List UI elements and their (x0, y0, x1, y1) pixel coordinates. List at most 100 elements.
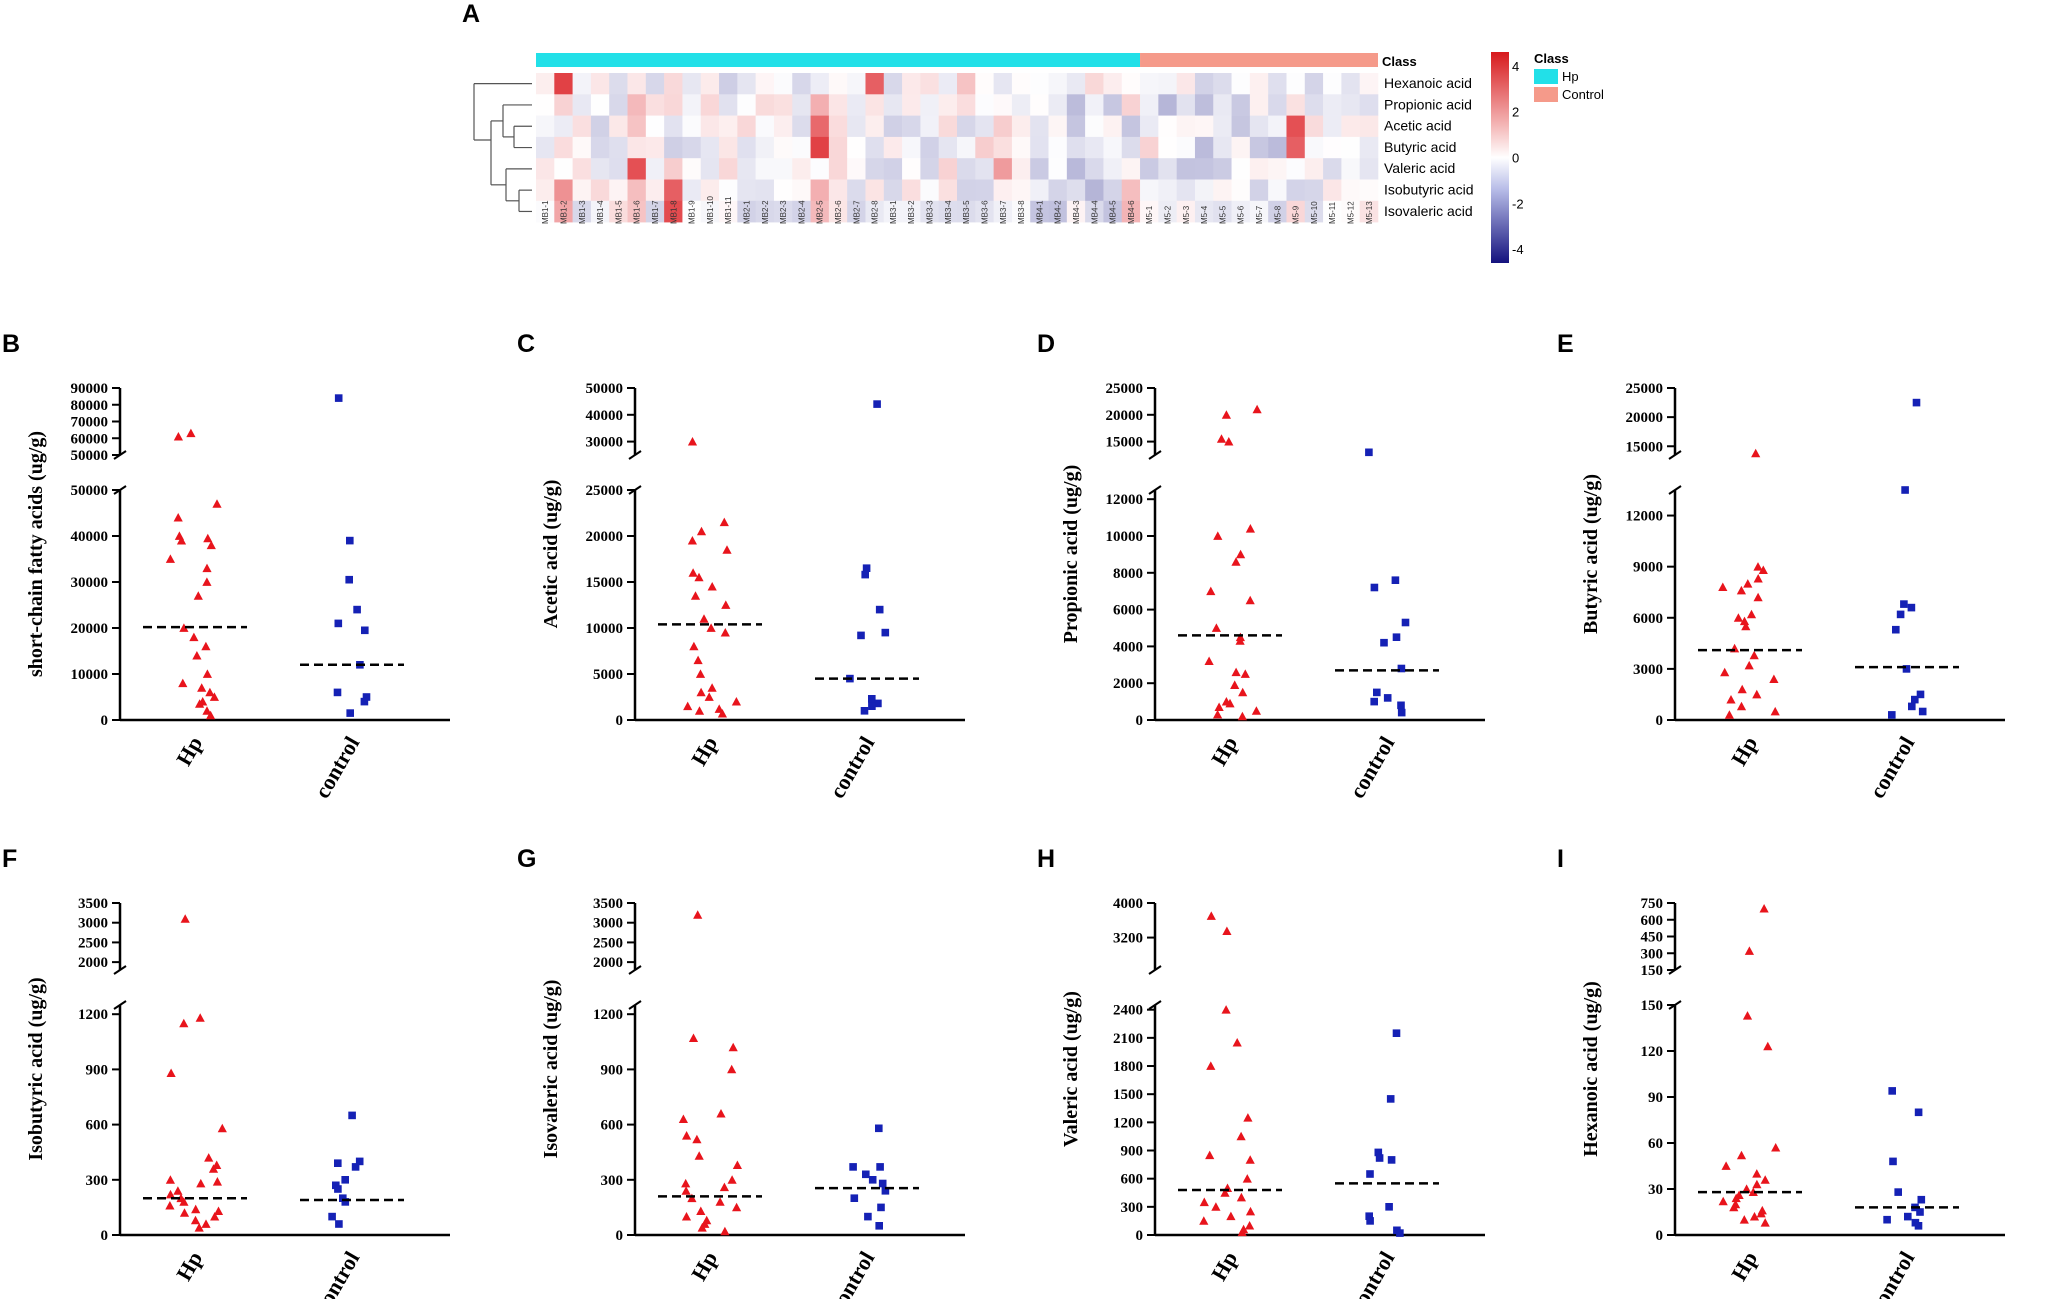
heatmap-sample-label: MB3-5 (962, 200, 971, 224)
control-point (346, 709, 354, 717)
heatmap-cell (645, 136, 665, 159)
heatmap-sample-label: MB3-1 (889, 200, 898, 224)
heatmap-cell (1121, 179, 1141, 202)
heatmap-sample-label: MB1-3 (578, 200, 587, 224)
heatmap-cell (810, 115, 830, 138)
heatmap-cell (847, 94, 866, 116)
heatmap-cell (627, 73, 647, 95)
heatmap-cell (1286, 179, 1306, 202)
heatmap-cell (865, 158, 885, 180)
hp-point (1760, 1218, 1770, 1227)
heatmap-cell (609, 200, 628, 223)
heatmap-cell (1268, 136, 1287, 159)
heatmap-cell (536, 158, 555, 180)
hp-point (1235, 632, 1245, 642)
hp-point (707, 582, 717, 591)
hp-point (1736, 1150, 1747, 1160)
heatmap-cell (1030, 115, 1049, 138)
category-label-hp: Hp (1726, 1247, 1762, 1285)
heatmap-cell (645, 94, 665, 116)
heatmap-cell (1268, 115, 1287, 138)
heatmap-cell (810, 136, 830, 159)
hp-point (728, 1042, 738, 1052)
heatmap-cell (1103, 94, 1123, 116)
y-tick-label: 20000 (586, 529, 624, 545)
y-tick-label: 4000 (1113, 639, 1143, 655)
heatmap-cell (957, 115, 976, 138)
hp-point (202, 669, 212, 678)
heatmap-cell (1030, 73, 1049, 95)
class-bar-hp (536, 53, 1141, 67)
heatmap-cell (847, 136, 866, 159)
heatmap-cell (737, 136, 756, 159)
heatmap-cell (1341, 73, 1360, 95)
axis-break-mark (1668, 450, 1682, 460)
control-point (1385, 1203, 1393, 1211)
control-point (862, 1170, 870, 1179)
heatmap-cell (590, 179, 610, 202)
axis-break-mark (1148, 450, 1162, 460)
heatmap-cell (572, 115, 592, 138)
heatmap-row-label: Acetic acid (1384, 118, 1452, 134)
heatmap-cell (938, 73, 958, 95)
heatmap-cell (1249, 115, 1269, 138)
control-point (362, 693, 371, 701)
heatmap-cell (1176, 179, 1196, 202)
heatmap-cell (1158, 179, 1177, 202)
y-tick-label: 3200 (1113, 931, 1143, 947)
heatmap-cell (902, 200, 921, 223)
control-point (1397, 701, 1405, 710)
heatmap-sample-label: M5-11 (1328, 201, 1337, 224)
hp-point (173, 1186, 183, 1195)
y-tick-label: 12000 (1106, 492, 1144, 508)
hp-point (678, 1114, 688, 1123)
heatmap-cell (773, 179, 793, 202)
heatmap-cell (1085, 73, 1104, 95)
heatmap-cell (700, 94, 720, 116)
control-point (1914, 1108, 1923, 1117)
heatmap-cell (1304, 73, 1324, 95)
heatmap-cell (664, 94, 683, 116)
heatmap-sample-label: MB1-2 (560, 200, 569, 224)
heatmap-cell (773, 94, 793, 116)
hp-point (189, 632, 199, 642)
hp-point (191, 1204, 201, 1214)
control-point (1370, 583, 1379, 592)
heatmap-cell (664, 136, 683, 159)
heatmap-cell (536, 94, 555, 116)
heatmap-sample-label: MB1-4 (596, 200, 605, 224)
y-tick-label: 0 (1656, 713, 1664, 729)
hp-point (690, 591, 701, 600)
heatmap-row-label: Isovaleric acid (1384, 203, 1473, 219)
heatmap-row-label: Hexanoic acid (1384, 75, 1472, 91)
hp-point (1199, 1216, 1209, 1225)
hp-point (696, 1206, 706, 1215)
y-tick-label: 600 (1121, 1172, 1144, 1188)
heatmap-cell (938, 115, 958, 138)
heatmap-row-label: Butyric acid (1384, 139, 1456, 155)
hp-point (699, 614, 709, 623)
control-point (1889, 1157, 1897, 1166)
heatmap-cell (1085, 179, 1104, 202)
hp-point (1252, 404, 1262, 414)
heatmap-sample-label: MB3-2 (907, 200, 916, 224)
heatmap-cell (828, 158, 848, 180)
control-point (868, 1176, 877, 1184)
hp-point (694, 1151, 704, 1160)
heatmap-cell (755, 115, 775, 138)
hp-point (707, 683, 717, 692)
heatmap-cell (883, 200, 903, 223)
heatmap-cell (1066, 115, 1086, 138)
y-tick-label: 80000 (71, 398, 109, 414)
heatmap-cell (554, 179, 573, 202)
heatmap-cell (1158, 158, 1177, 180)
hp-point (1238, 687, 1248, 697)
y-axis-label: Isobutyric acid (ug/g) (25, 977, 47, 1160)
heatmap-cell (957, 73, 976, 95)
panel-h: H 0 300 600 900 1200 1500 1800 2100 2400 3200 4000 V… (1037, 845, 1485, 1299)
heatmap-cell (554, 200, 573, 223)
heatmap-cell (883, 136, 903, 159)
heatmap-cell (1286, 94, 1306, 116)
y-tick-label: 1200 (78, 1007, 108, 1023)
heatmap-cell (1066, 200, 1086, 223)
